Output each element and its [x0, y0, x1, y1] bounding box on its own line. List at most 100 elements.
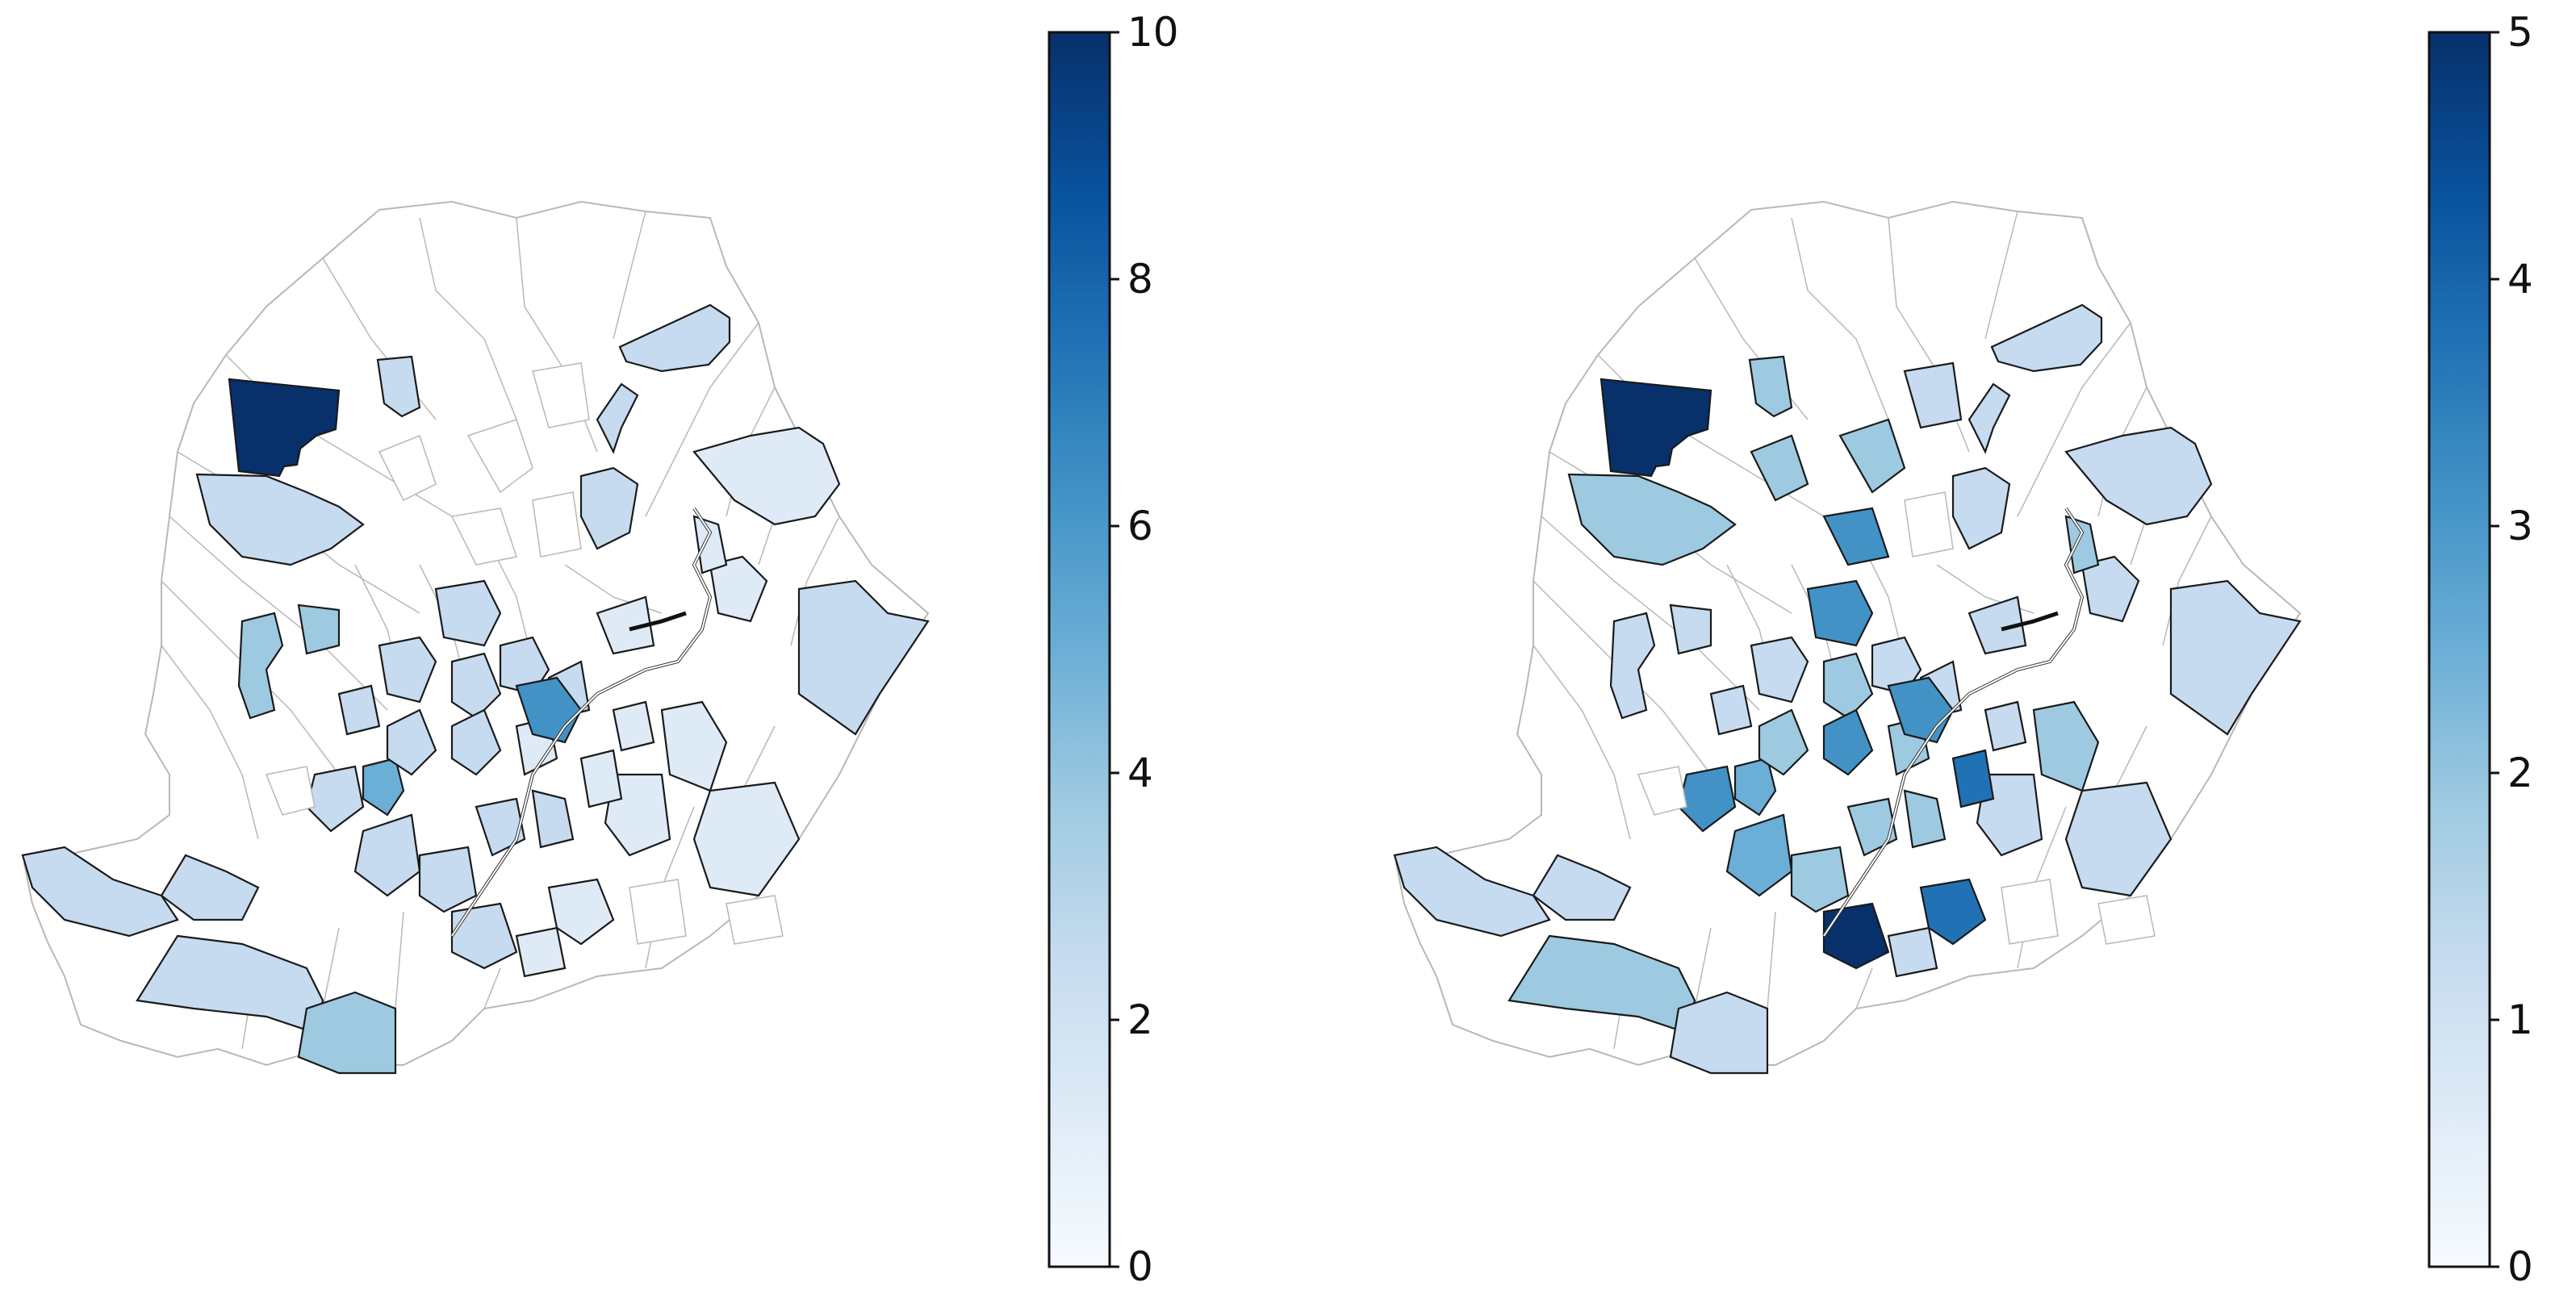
- district-38: [337, 684, 381, 736]
- district-boundary: [790, 516, 840, 646]
- district-15: [434, 579, 502, 647]
- district-14: [21, 846, 179, 938]
- district-42: [466, 419, 533, 494]
- district-16: [1750, 636, 1809, 704]
- district-9: [797, 579, 930, 736]
- district-25: [2064, 781, 2172, 897]
- colorbar-tick-label: 1: [2507, 996, 2533, 1043]
- river-branch: [629, 611, 687, 632]
- district-25: [692, 781, 801, 897]
- district-48: [2097, 895, 2156, 945]
- colorbar-tick-label: 5: [2507, 9, 2533, 56]
- district-29: [1846, 797, 1898, 857]
- district-34: [1822, 708, 1874, 776]
- district-boundary: [1533, 645, 1631, 840]
- colorbar-tick-label: 4: [2507, 256, 2533, 303]
- district-5: [596, 382, 639, 454]
- district-21: [709, 555, 768, 623]
- district-43: [1903, 361, 1963, 429]
- colorbar-gradient: [1048, 31, 1111, 1268]
- district-boundary: [169, 516, 388, 711]
- district-boundary: [2017, 322, 2131, 517]
- district-42: [1838, 418, 1906, 494]
- district-28: [1790, 846, 1850, 913]
- district-4: [692, 426, 841, 526]
- district-boundary: [419, 217, 517, 420]
- district-44: [1822, 507, 1890, 566]
- district-31: [1951, 749, 1995, 808]
- district-6: [579, 466, 639, 550]
- district-15: [1806, 579, 1874, 647]
- district-39: [1984, 700, 2027, 752]
- district-boundary: [645, 322, 759, 517]
- district-46: [1637, 766, 1687, 816]
- district-8: [1669, 604, 1712, 655]
- district-41: [1750, 434, 1809, 502]
- district-2: [618, 303, 731, 373]
- district-4: [2064, 426, 2213, 526]
- colorbar-tick-label: 0: [1127, 1243, 1153, 1290]
- district-44: [450, 507, 517, 566]
- colorbar-right: 0 1 2 3 4 5: [2397, 0, 2576, 1296]
- district-boundary: [1541, 516, 1760, 711]
- district-16: [378, 636, 437, 704]
- district-30: [531, 789, 575, 849]
- district-3: [195, 473, 365, 566]
- district-boundary: [1984, 211, 2018, 340]
- district-boundary: [395, 911, 404, 1009]
- colorbar-gradient: [2428, 31, 2491, 1268]
- district-45: [532, 491, 582, 558]
- district-40: [1887, 926, 1938, 978]
- district-33: [1919, 878, 1987, 946]
- district-boundary: [161, 645, 259, 840]
- district-boundary: [322, 927, 340, 1009]
- district-31: [579, 749, 623, 808]
- district-7: [1609, 612, 1656, 720]
- district-17: [450, 652, 502, 720]
- colorbar-tick-label: 8: [1127, 256, 1153, 303]
- district-47: [2001, 879, 2059, 945]
- district-1: [1748, 355, 1793, 418]
- district-2: [1990, 303, 2103, 373]
- district-21: [2080, 555, 2140, 623]
- choropleth-map-right: [1372, 0, 2340, 1296]
- river-branch: [2001, 611, 2059, 632]
- colorbar-tick-label: 6: [1127, 503, 1153, 549]
- district-17: [1822, 652, 1874, 720]
- district-32: [450, 902, 518, 970]
- district-boundary: [483, 967, 501, 1009]
- district-7: [237, 612, 284, 720]
- district-39: [612, 700, 655, 752]
- district-boundary: [1767, 911, 1776, 1009]
- district-6: [1951, 466, 2011, 550]
- district-3: [1567, 473, 1737, 566]
- district-45: [1904, 491, 1954, 558]
- district-0: [1600, 378, 1712, 478]
- colorbar-tick-label: 0: [2507, 1243, 2533, 1290]
- district-40: [515, 926, 567, 978]
- district-boundary: [2162, 516, 2212, 646]
- district-13: [1669, 991, 1769, 1075]
- district-1: [376, 355, 421, 418]
- river-inner: [451, 507, 712, 937]
- district-33: [547, 878, 615, 946]
- colorbar-left: 0 2 4 6 8 10: [1017, 0, 1202, 1296]
- district-9: [2169, 579, 2302, 736]
- district-28: [418, 846, 478, 913]
- district-38: [1709, 684, 1753, 736]
- district-boundary: [1855, 967, 1873, 1009]
- district-20: [1968, 595, 2027, 655]
- district-30: [1903, 789, 1947, 849]
- district-46: [265, 766, 316, 816]
- colorbar-tick-label: 4: [1127, 750, 1153, 796]
- colorbar-tick-label: 2: [2507, 750, 2533, 796]
- district-boundary: [613, 211, 646, 340]
- district-23: [660, 700, 728, 792]
- district-27: [353, 813, 421, 897]
- district-36: [1758, 708, 1809, 776]
- district-boundary: [1791, 217, 1889, 420]
- colorbar-tick-label: 2: [1127, 996, 1153, 1043]
- district-0: [228, 378, 341, 478]
- district-47: [629, 879, 687, 945]
- district-32: [1822, 902, 1890, 970]
